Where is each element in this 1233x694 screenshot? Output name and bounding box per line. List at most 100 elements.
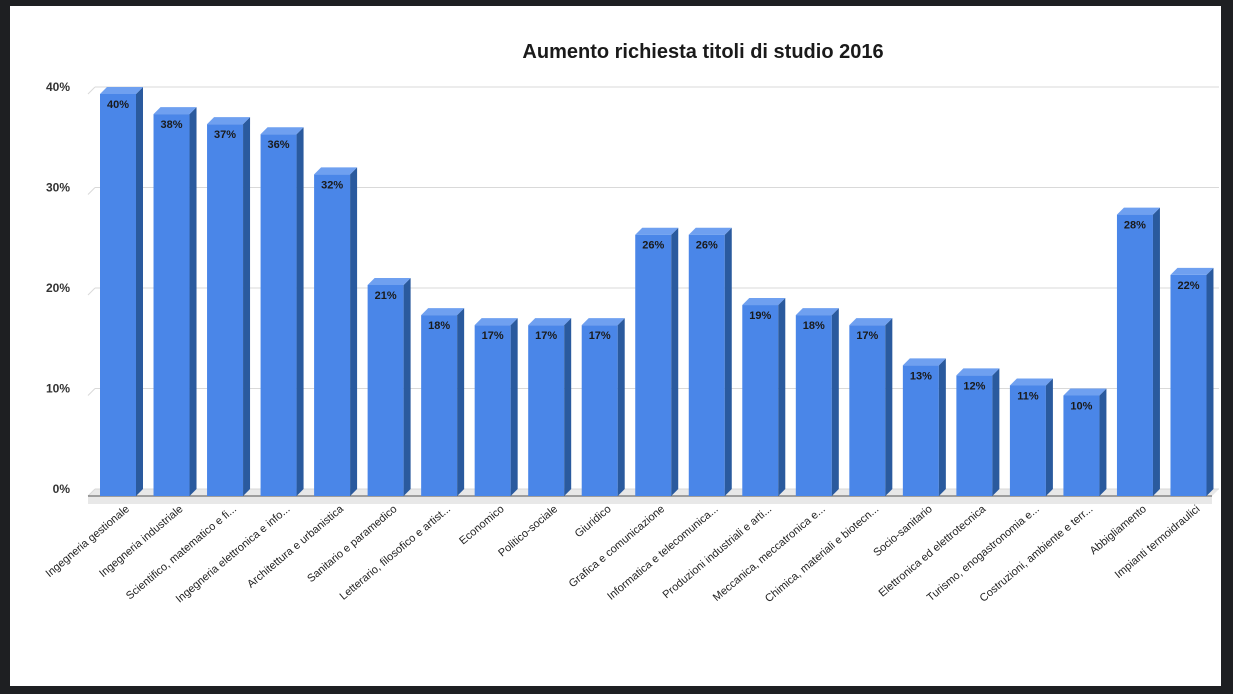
bar-top [367,277,411,285]
bar-side [1206,267,1214,496]
bar-front [902,365,939,496]
x-tick-label: Costruzioni, ambiente e terr... [978,503,1096,605]
gridline-depth [87,187,96,195]
bar [367,277,411,496]
data-label: 32% [321,179,343,191]
bar-front [956,375,993,496]
bar-front [742,305,779,496]
bar [795,308,839,496]
data-label: 21% [375,290,397,302]
bar [153,107,197,496]
bar [260,127,304,496]
bar-front [367,284,404,496]
bar-top [742,298,786,306]
bar [1170,267,1214,496]
bar-front [795,315,832,496]
bar [1009,378,1053,496]
bar-top [635,227,679,235]
bar-top [100,87,143,94]
x-tick-label: Ingegneria elettronica e info... [174,503,293,605]
bar-top [1063,388,1107,396]
bar-side [564,318,572,496]
x-tick-label: Grafica e comunicazione [567,503,667,590]
bar-side [724,227,732,496]
bar-side [243,117,251,497]
bar-front [421,315,458,496]
bar-front [153,114,190,496]
bar-side [617,318,625,496]
bar [742,298,786,496]
data-label: 18% [803,320,825,332]
data-label: 22% [1177,280,1199,292]
x-tick-label: Giuridico [573,503,614,540]
bar-front [1116,214,1153,496]
bar [1116,207,1160,496]
data-label: 13% [910,370,932,382]
bar-chart: Aumento richiesta titoli di studio 2016 … [44,41,1219,605]
bar-top [688,227,732,235]
bar-top [581,318,625,326]
y-tick-label: 30% [46,181,70,195]
x-tick-label: Economico [457,503,506,547]
bar-front [528,325,565,496]
y-tick-label: 20% [46,281,70,295]
data-label: 17% [856,330,878,342]
y-tick-label: 40% [46,80,70,94]
bar [581,318,625,496]
chart-floor-front [88,496,1212,504]
bar [635,227,679,496]
bar-top [260,127,304,135]
x-tick-label: Meccanica, meccatronica e... [711,503,828,604]
bar-top [902,358,946,366]
bar-top [956,368,1000,376]
bar-top [1009,378,1053,386]
bar-front [635,234,672,496]
data-label: 12% [963,380,985,392]
x-tick-label: Elettronica ed elettrotecnica [877,503,989,600]
data-label: 38% [161,119,183,131]
bar-front [314,174,351,496]
x-tick-label: Ingegneria gestionale [44,503,132,580]
bar [849,318,893,496]
bar-side [885,318,893,496]
bar-side [350,167,358,496]
bar-front [1063,395,1100,496]
bar-side [510,318,518,496]
data-label: 26% [642,240,664,252]
data-label: 17% [482,330,504,342]
bar-side [1099,388,1107,496]
data-label: 36% [268,139,290,151]
bar-side [189,107,197,496]
bar-front [474,325,511,496]
bar-side [403,277,411,496]
data-label: 11% [1017,390,1039,402]
data-label: 28% [1124,220,1146,232]
data-label: 10% [1070,401,1092,413]
x-tick-label: Architettura e urbanistica [245,503,347,591]
y-tick-label: 0% [53,482,71,496]
bar-side [136,87,143,496]
bar-top [207,117,251,125]
bar-side [831,308,839,496]
bar [902,358,946,496]
x-tick-label: Informatica e telecomunica... [605,503,720,603]
bar-front [260,134,297,496]
data-label: 18% [428,320,450,332]
x-tick-label: Turismo, enogastronomia e... [925,503,1042,604]
bar-side [1045,378,1053,496]
y-tick-label: 10% [46,382,70,396]
bar [207,117,251,497]
x-tick-label: Chimica, materiali e biotecn... [763,503,881,605]
gridline-depth [87,287,96,296]
bar-side [671,227,679,496]
bar-side [457,308,465,496]
x-tick-label: Sanitario e paramedico [305,503,399,585]
bar-front [207,124,244,497]
bar-front [1009,385,1046,496]
bar [956,368,1000,496]
bar [474,318,518,496]
bar-front [1170,274,1207,496]
bar [421,308,465,496]
x-tick-label: Scientifico, matematico e fi... [124,503,239,602]
bar [100,87,143,496]
